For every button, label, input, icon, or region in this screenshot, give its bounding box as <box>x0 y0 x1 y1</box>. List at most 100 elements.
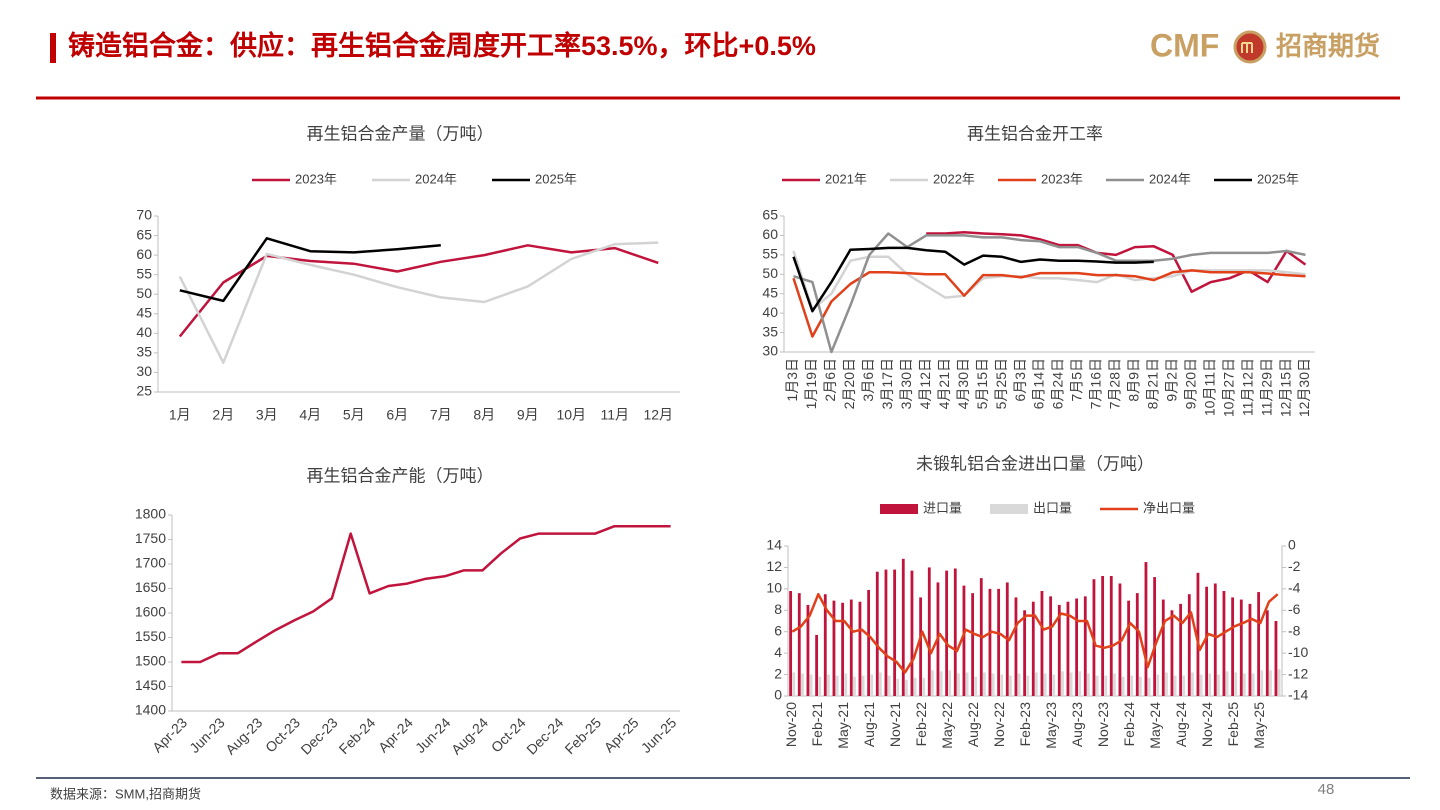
legend-label: 2024年 <box>415 171 457 186</box>
x-tick-label: Jun-24 <box>412 714 454 756</box>
bar <box>1130 675 1134 696</box>
bar <box>1260 670 1264 696</box>
bar <box>1243 673 1246 696</box>
legend-label: 2024年 <box>1149 171 1191 186</box>
bar <box>1035 672 1038 696</box>
y-tick-label: 0 <box>774 687 782 703</box>
y-tick-label: 35 <box>136 344 152 360</box>
x-tick-label: 6月24日 <box>1050 358 1066 409</box>
bar <box>1199 674 1203 696</box>
x-tick-label: 4月30日 <box>955 358 971 409</box>
bar <box>1231 597 1235 696</box>
bar <box>1083 596 1087 696</box>
y-tick-label: 55 <box>136 265 152 281</box>
x-tick-label: Dec-24 <box>523 714 566 757</box>
line <box>181 525 671 664</box>
y-tick-label: 45 <box>136 304 152 320</box>
y-tick-label: 65 <box>136 226 152 242</box>
x-tick-label: May-25 <box>1251 702 1267 749</box>
x-tick-label: Apr-24 <box>375 714 416 755</box>
x-tick-label: 7月16日 <box>1088 358 1104 409</box>
bar <box>789 591 793 696</box>
y-tick-label: 45 <box>762 284 778 300</box>
legend-label: 2021年 <box>825 171 867 186</box>
bar <box>1196 572 1200 696</box>
bar <box>1234 672 1238 696</box>
legend-label: 出口量 <box>1033 500 1072 515</box>
x-tick-label: 12月 <box>643 407 673 423</box>
y2-tick-label: -10 <box>1288 644 1308 660</box>
bar <box>1043 673 1047 696</box>
bar <box>1118 583 1122 696</box>
x-tick-label: 11月29日 <box>1258 358 1274 416</box>
bar <box>1274 621 1278 696</box>
bar <box>1191 672 1194 696</box>
bar <box>835 675 839 696</box>
y-tick-label: 60 <box>762 226 778 242</box>
bar <box>913 677 917 696</box>
x-tick-label: 8月9日 <box>1126 358 1142 402</box>
y-tick-label: 1800 <box>135 506 166 522</box>
bar <box>844 673 848 696</box>
x-tick-label: Aug-24 <box>1173 702 1189 747</box>
x-tick-label: 10月27日 <box>1220 358 1236 417</box>
y-tick-label: 10 <box>766 580 782 596</box>
bar <box>875 571 879 696</box>
bar <box>1121 676 1125 696</box>
x-tick-label: Feb-21 <box>809 702 825 747</box>
bar <box>965 672 969 696</box>
legend-label: 2022年 <box>933 171 975 186</box>
y2-tick-label: -6 <box>1288 601 1301 617</box>
bar <box>1101 576 1105 696</box>
y-tick-label: 1450 <box>135 677 166 693</box>
bar <box>991 673 995 696</box>
bar <box>879 672 882 696</box>
line <box>178 244 659 338</box>
bar <box>1248 603 1252 696</box>
x-tick-label: Feb-25 <box>1225 702 1241 747</box>
line <box>792 269 1306 338</box>
x-tick-label: 6月 <box>386 407 408 423</box>
bar <box>1179 603 1183 696</box>
legend-label: 2025年 <box>535 171 577 186</box>
legend-swatch <box>880 504 918 514</box>
bar <box>1153 577 1157 696</box>
bar <box>1087 673 1090 696</box>
y-tick-label: 40 <box>762 304 778 320</box>
y-tick-label: 30 <box>136 363 152 379</box>
x-tick-label: 9月2日 <box>1163 358 1179 402</box>
x-tick-label: 7月28日 <box>1107 358 1123 409</box>
bar <box>1165 672 1168 696</box>
x-tick-label: 3月30日 <box>898 358 914 409</box>
y-tick-label: 4 <box>774 644 782 660</box>
y-tick-label: 25 <box>136 383 152 399</box>
y2-tick-label: -4 <box>1288 580 1301 596</box>
bar <box>971 593 975 696</box>
bar <box>1147 677 1151 696</box>
x-tick-label: 4月12日 <box>917 358 933 409</box>
x-tick-label: May-24 <box>1147 702 1163 749</box>
bar <box>1182 675 1186 696</box>
x-tick-label: 5月25日 <box>993 358 1009 409</box>
x-tick-label: 6月3日 <box>1012 358 1028 402</box>
x-tick-label: Oct-23 <box>262 714 303 755</box>
legend-swatch <box>990 504 1028 514</box>
chart-title: 再生铝合金开工率 <box>967 124 1103 143</box>
x-tick-label: 4月 <box>299 407 321 423</box>
bar <box>1213 583 1217 696</box>
x-tick-label: 2月20日 <box>841 358 857 409</box>
x-tick-label: 3月 <box>256 407 278 423</box>
chart-title: 再生铝合金产能（万吨） <box>307 466 494 485</box>
x-tick-label: Feb-24 <box>336 714 379 757</box>
x-tick-label: 11月12日 <box>1239 358 1255 416</box>
bar <box>1222 591 1226 696</box>
bar <box>861 675 865 696</box>
bar <box>1040 591 1044 696</box>
x-tick-label: 10月11日 <box>1201 358 1217 416</box>
x-tick-label: 5月15日 <box>974 358 990 409</box>
x-tick-label: 9月 <box>517 407 539 423</box>
legend-label: 进口量 <box>923 500 962 515</box>
bar <box>1161 599 1165 696</box>
bar <box>832 600 836 696</box>
